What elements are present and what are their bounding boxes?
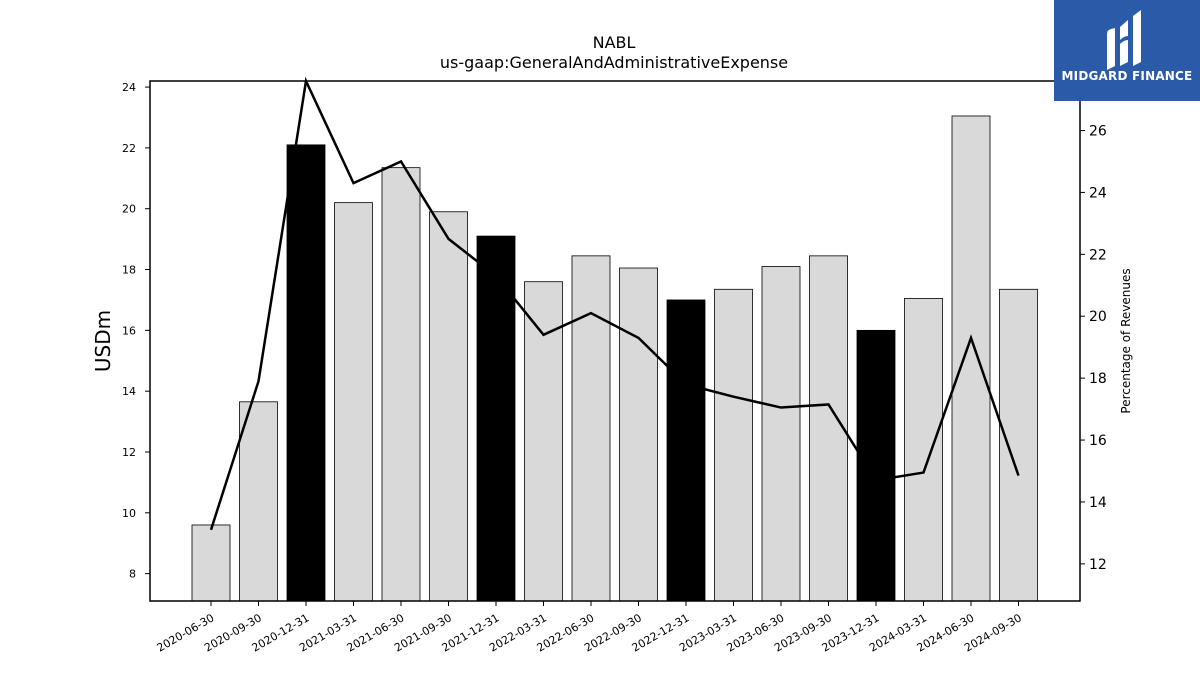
y2-tick-label: 16 — [1089, 433, 1107, 449]
bar-2020-12-31 — [286, 144, 326, 602]
y-tick-label: 16 — [122, 324, 136, 337]
bar-2024-03-31 — [904, 298, 943, 602]
y-tick-label: 22 — [122, 142, 136, 155]
x-axis: 2020-06-302020-09-302020-12-312021-03-31… — [155, 601, 1024, 655]
left-axis: 8 10 12 14 16 18 20 22 24 — [122, 81, 150, 581]
y2-tick-label: 24 — [1089, 185, 1107, 201]
bar-2022-09-30 — [619, 267, 658, 602]
bar-series — [191, 115, 1038, 602]
plot-frame — [149, 80, 1081, 602]
bar-2023-03-31 — [714, 288, 753, 602]
y-tick-label: 24 — [122, 81, 136, 94]
y-tick-label: 18 — [122, 264, 136, 277]
y2-tick-label: 26 — [1089, 124, 1107, 140]
midgard-finance-logo: MIDGARD FINANCE — [1054, 0, 1200, 101]
bar-2021-06-30 — [381, 167, 421, 602]
logo-text: MIDGARD FINANCE — [1061, 69, 1193, 83]
y2-tick-label: 14 — [1089, 495, 1107, 511]
bar-2024-06-30 — [951, 115, 991, 602]
line-percentage-of-revenues — [209, 76, 1020, 531]
y-tick-label: 14 — [122, 385, 136, 398]
bar-2023-12-31 — [856, 329, 896, 602]
bar-2021-03-31 — [334, 202, 373, 602]
bar-2021-12-31 — [476, 235, 516, 602]
y-tick-label: 12 — [122, 446, 136, 459]
bar-2020-06-30 — [191, 524, 231, 602]
chart-title: NABL — [593, 33, 636, 52]
y-tick-label: 20 — [122, 203, 136, 216]
bar-2023-09-30 — [809, 255, 848, 602]
line-series — [209, 76, 1020, 531]
logo-mark-icon — [1107, 10, 1141, 70]
y2-axis-label: Percentage of Revenues — [1119, 268, 1133, 413]
y-axis-label: USDm — [91, 310, 115, 372]
chart-subtitle: us-gaap:GeneralAndAdministrativeExpense — [440, 53, 788, 72]
y-tick-label: 10 — [122, 507, 136, 520]
right-axis: 12 14 16 18 20 22 24 26 — [1080, 124, 1107, 573]
bar-2022-12-31 — [666, 299, 706, 602]
y2-tick-label: 12 — [1089, 557, 1107, 573]
y2-tick-label: 18 — [1089, 371, 1107, 387]
y2-tick-label: 22 — [1089, 247, 1107, 263]
y-tick-label: 8 — [129, 568, 136, 581]
y2-tick-label: 20 — [1089, 309, 1107, 325]
bar-2020-09-30 — [239, 401, 278, 602]
bar-2022-06-30 — [571, 255, 611, 602]
bar-2024-09-30 — [999, 288, 1038, 602]
bar-2023-06-30 — [761, 266, 801, 602]
bar-2021-09-30 — [429, 211, 468, 602]
